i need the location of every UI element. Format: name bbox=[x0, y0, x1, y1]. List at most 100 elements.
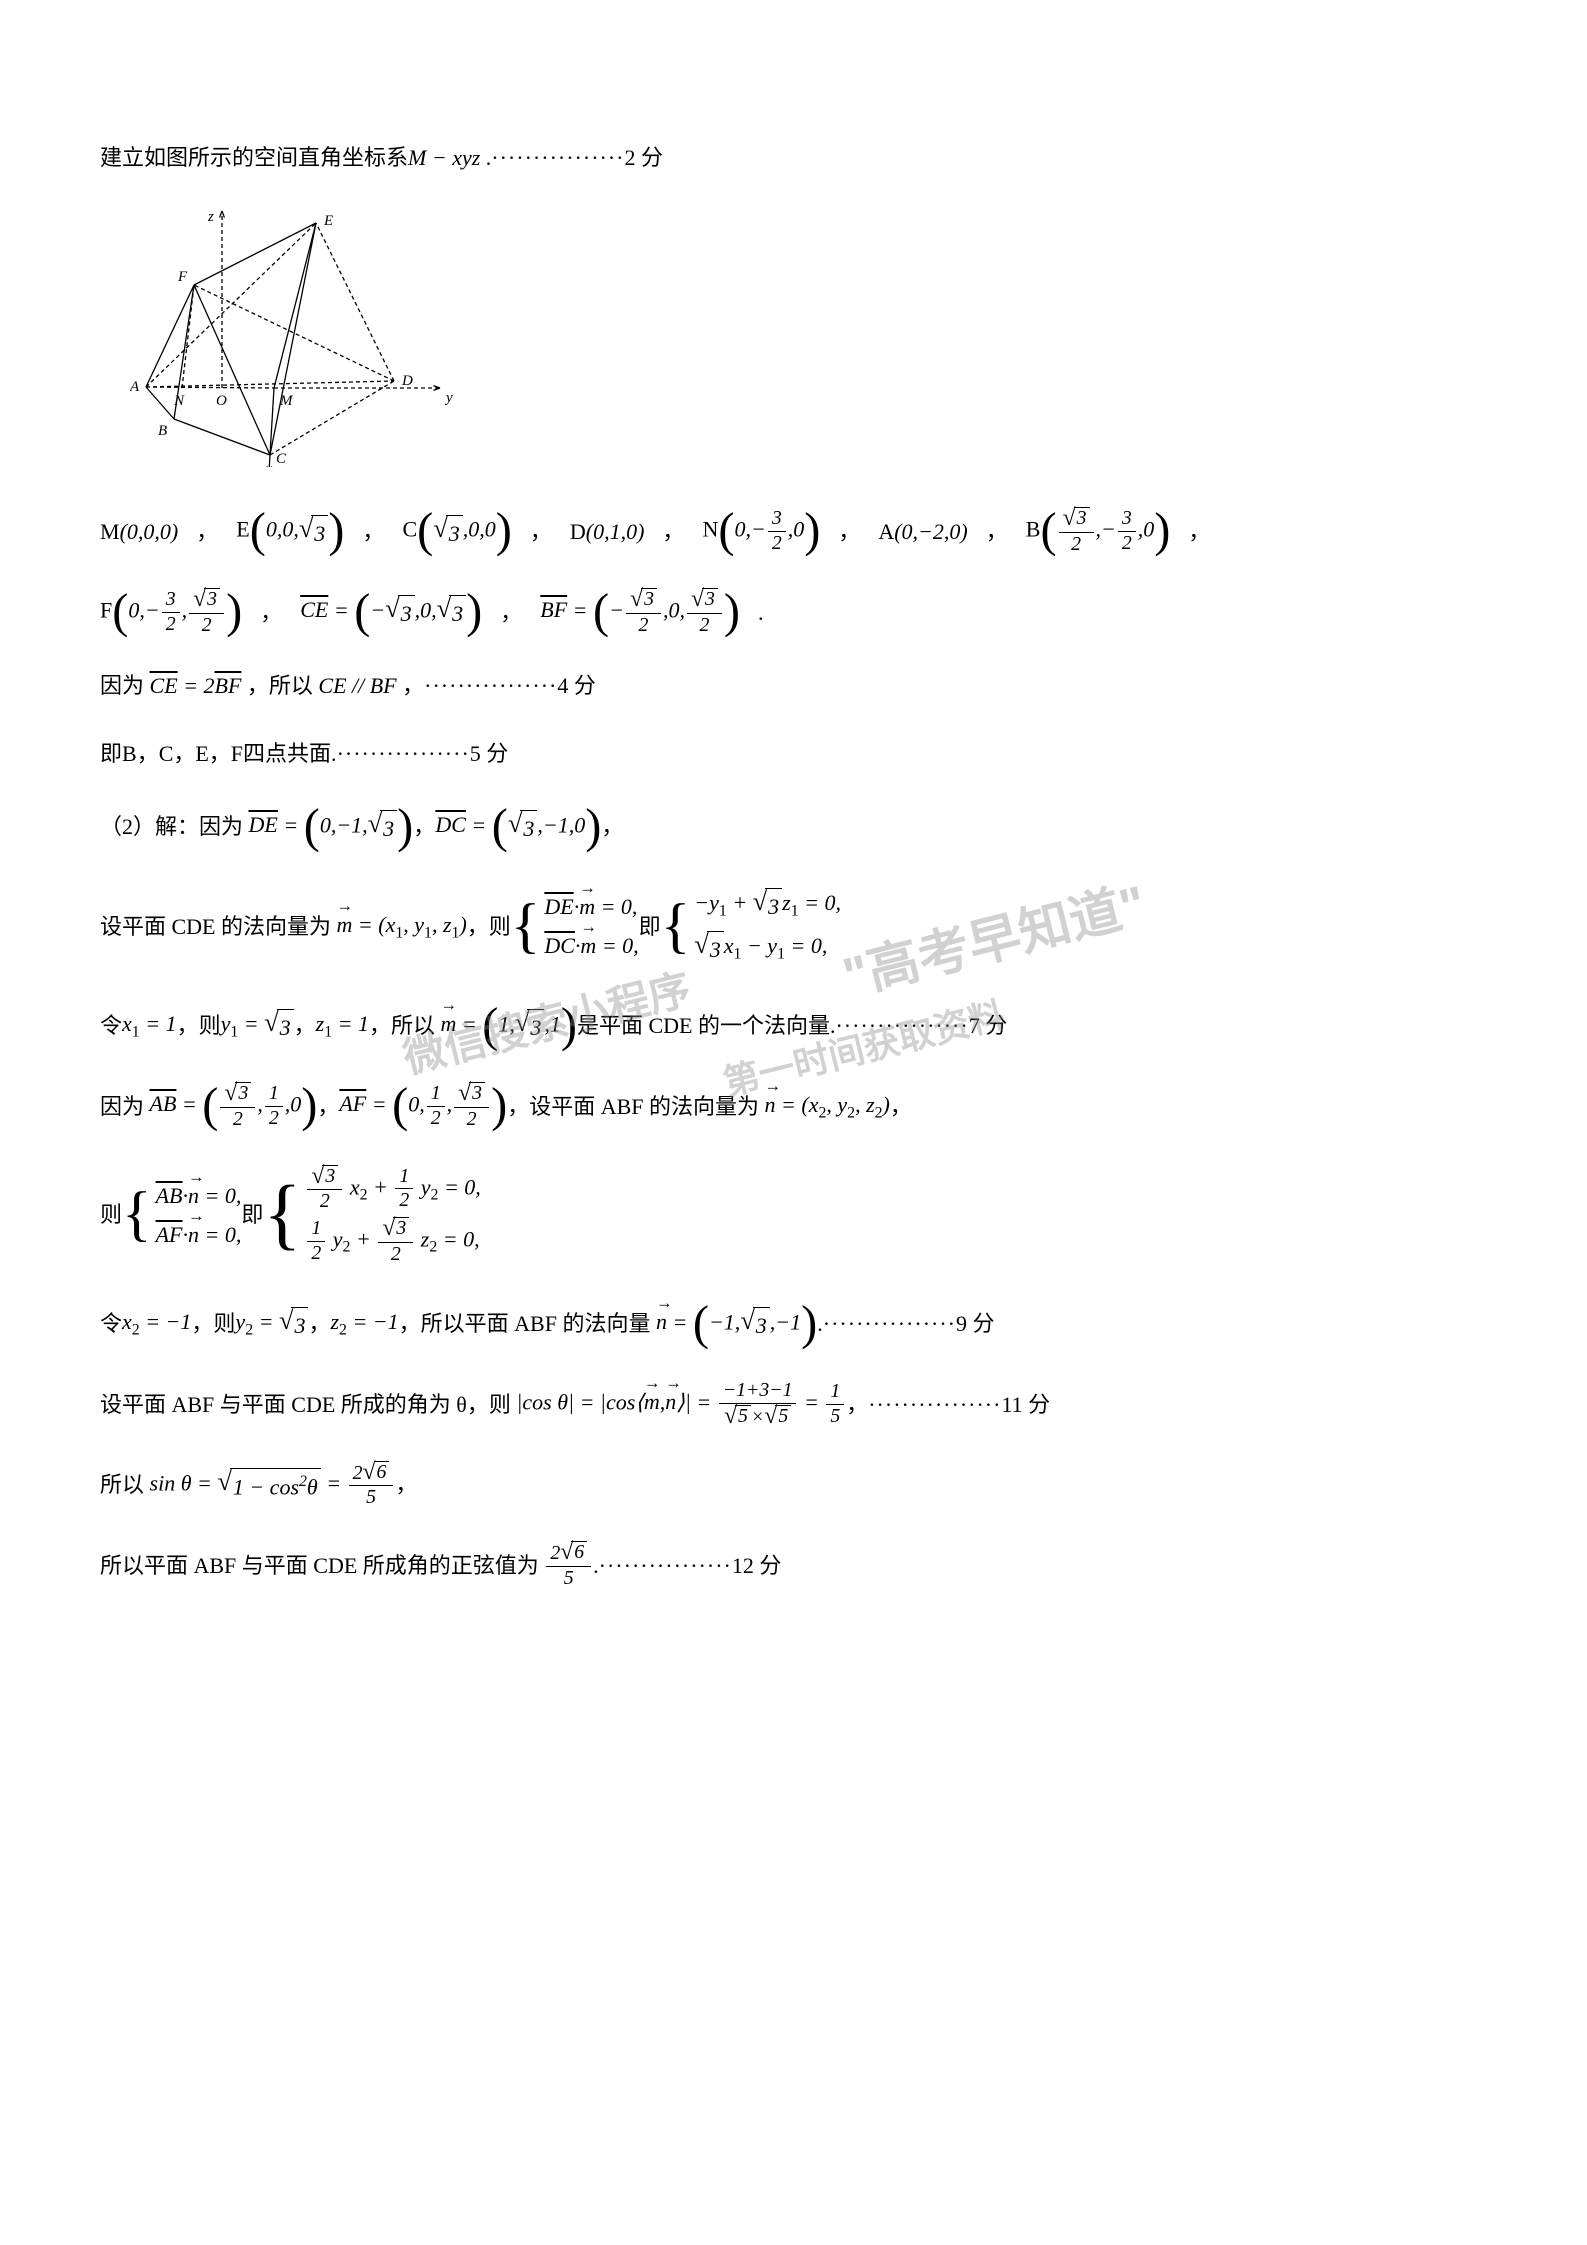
letx2-score: 9 分 bbox=[956, 1306, 995, 1341]
part2-header: （2）解：因为 bbox=[100, 809, 243, 844]
coordinates-line-2: F(0,−32,√32)， CE = (−√3,0,√3)， BF = (−√3… bbox=[100, 588, 1487, 637]
vec-BF: BF = (−√32,0,√32) bbox=[540, 588, 740, 637]
letx2-mid2: ， bbox=[308, 1306, 330, 1341]
coord-D: D(0,1,0) bbox=[570, 514, 645, 549]
coord-M: M(0,0,0) bbox=[100, 514, 178, 549]
z1-val: z1 = 1 bbox=[316, 1006, 369, 1045]
final-leader: ················ bbox=[599, 1548, 732, 1583]
letx2-mid3: ，所以平面 ABF 的法向量 bbox=[399, 1306, 651, 1341]
theta-line: 设平面 ABF 与平面 CDE 所成的角为 θ，则 |cos θ| = |cos… bbox=[100, 1380, 1487, 1429]
letx1-score: 7 分 bbox=[969, 1008, 1008, 1043]
letx1-leader: ················ bbox=[835, 1008, 968, 1043]
yinwei: 因为 bbox=[100, 1089, 144, 1124]
letx2-mid1: ，则 bbox=[191, 1306, 235, 1341]
final-pre: 所以平面 ABF 与平面 CDE 所成角的正弦值为 bbox=[100, 1548, 539, 1583]
coord-F: F(0,−32,√32) bbox=[100, 588, 242, 637]
letx1-mid1: ，则 bbox=[177, 1008, 221, 1043]
theta-eq: |cos θ| = |cos⟨m,n⟩| = −1+3−1√5×√5 = 15 bbox=[511, 1380, 846, 1429]
parallel-leader: ················ bbox=[424, 668, 557, 703]
final-line: 所以平面 ABF 与平面 CDE 所成角的正弦值为 2√65. ········… bbox=[100, 1541, 1487, 1590]
parallel-pre: 因为 bbox=[100, 668, 144, 703]
letx2-pre: 令 bbox=[100, 1306, 122, 1341]
y1-val: y1 = √3 bbox=[221, 1006, 294, 1045]
intro-dots: . bbox=[480, 140, 491, 175]
coord-N: N(0,−32,0) bbox=[702, 507, 820, 555]
intro-score: 2 分 bbox=[625, 140, 664, 175]
coplanar-leader: ················ bbox=[337, 736, 470, 771]
x2-val: x2 = −1 bbox=[122, 1304, 191, 1343]
z2-val: z2 = −1 bbox=[330, 1304, 398, 1343]
letx1-mid3: ，所以 bbox=[369, 1008, 435, 1043]
coord-C: C(√3,0,0) bbox=[402, 507, 511, 555]
let-x1-line: 令 x1 = 1 ，则 y1 = √3 ， z1 = 1 ，所以 m = (1,… bbox=[100, 1002, 1487, 1050]
sin-line: 所以 sin θ = √1 − cos2θ = 2√65， bbox=[100, 1461, 1487, 1510]
vec-DE: DE = (0,−1,√3) bbox=[243, 803, 413, 851]
coordinate-diagram: ABCDEFMNOyzx bbox=[130, 207, 1487, 477]
intro-text: 建立如图所示的空间直角坐标系 bbox=[100, 140, 408, 175]
coord-A: A(0,−2,0) bbox=[878, 514, 967, 549]
page-content: 建立如图所示的空间直角坐标系 M − xyz . ···············… bbox=[100, 140, 1487, 1590]
parallel-score: 4 分 bbox=[557, 668, 596, 703]
sys-abf-rhs: { √32 x2 + 12 y2 = 0, 12 y2 + √32 z2 = 0… bbox=[263, 1163, 480, 1268]
final-val: 2√65 bbox=[539, 1541, 593, 1590]
svg-text:y: y bbox=[444, 390, 453, 406]
coplanar-score: 5 分 bbox=[470, 736, 509, 771]
vec-CE: CE = (−√3,0,√3) bbox=[300, 588, 482, 636]
sys-cde-rhs: { −y1 + √3z1 = 0, √3x1 − y1 = 0, bbox=[661, 883, 841, 969]
sin-eq: sin θ = √1 − cos2θ = 2√65 bbox=[144, 1461, 395, 1510]
let-x2-line: 令 x2 = −1 ，则 y2 = √3 ， z2 = −1 ，所以平面 ABF… bbox=[100, 1300, 1487, 1348]
sys-abf-lhs: { AB·n = 0, AF·n = 0, bbox=[122, 1176, 241, 1254]
parallel-stmt: CE // BF bbox=[313, 668, 402, 703]
coplanar-line: 即 B，C，E，F 四点共面. ················ 5 分 bbox=[100, 736, 1487, 771]
diagram-svg: ABCDEFMNOyzx bbox=[130, 207, 470, 467]
parallel-line: 因为 CE = 2BF ，所以 CE // BF ， ·············… bbox=[100, 668, 1487, 703]
letx1-mid2: ， bbox=[294, 1008, 316, 1043]
theta-leader: ················ bbox=[868, 1387, 1001, 1422]
ze: 则 bbox=[100, 1197, 122, 1232]
svg-text:M: M bbox=[279, 393, 294, 409]
svg-text:E: E bbox=[323, 213, 333, 229]
x1-val: x1 = 1 bbox=[122, 1006, 177, 1045]
sin-pre: 所以 bbox=[100, 1467, 144, 1502]
coord-B: B(√32,−32,0) bbox=[1026, 507, 1171, 556]
vec-AB: AB = (√32,12,0) bbox=[144, 1082, 317, 1131]
svg-text:z: z bbox=[207, 209, 214, 225]
sys-cde-lhs: { DE·m = 0, DC·m = 0, bbox=[511, 887, 639, 965]
normal-cde-line: 设平面 CDE 的法向量为 m = (x1, y1, z1) ，则 { DE·m… bbox=[100, 883, 1487, 969]
ji-2: 即 bbox=[241, 1197, 263, 1232]
n-def: n = (x2, y2, z2) bbox=[759, 1087, 890, 1126]
svg-text:B: B bbox=[158, 423, 167, 439]
svg-text:A: A bbox=[130, 379, 140, 395]
coplanar-post: 四点共面. bbox=[243, 736, 337, 771]
ab-af-line: 因为 AB = (√32,12,0)， AF = (0,12,√32)， 设平面… bbox=[100, 1082, 1487, 1131]
svg-text:D: D bbox=[401, 373, 413, 389]
normal-abf-intro: 设平面 ABF 的法向量为 bbox=[529, 1089, 759, 1124]
sys-abf-line: 则 { AB·n = 0, AF·n = 0, 即 { √32 x2 + 12 … bbox=[100, 1163, 1487, 1268]
m-val: m = (1,√3,1) bbox=[435, 1002, 577, 1050]
coplanar-list: B，C，E，F bbox=[122, 736, 243, 771]
letx1-post: 是平面 CDE 的一个法向量. bbox=[577, 1008, 836, 1043]
svg-text:N: N bbox=[173, 393, 185, 409]
theta-score: 11 分 bbox=[1001, 1387, 1050, 1422]
intro-leader: ················ bbox=[491, 140, 624, 175]
letx2-leader: ················ bbox=[823, 1306, 956, 1341]
ji-1: 即 bbox=[639, 909, 661, 944]
parallel-comma: ， bbox=[402, 668, 424, 703]
svg-text:O: O bbox=[216, 393, 227, 409]
theta-pre: 设平面 ABF 与平面 CDE 所成的角为 θ，则 bbox=[100, 1387, 511, 1422]
n-val: n = (−1,√3,−1) bbox=[650, 1300, 817, 1348]
final-score: 12 分 bbox=[732, 1548, 782, 1583]
coplanar-pre: 即 bbox=[100, 736, 122, 771]
intro-math: M − xyz bbox=[408, 140, 480, 175]
normal-cde-intro: 设平面 CDE 的法向量为 bbox=[100, 909, 331, 944]
letx1-pre: 令 bbox=[100, 1008, 122, 1043]
svg-text:C: C bbox=[276, 451, 287, 467]
parallel-mid: ，所以 bbox=[247, 668, 313, 703]
vec-AF: AF = (0,12,√32) bbox=[339, 1082, 507, 1131]
svg-text:F: F bbox=[177, 269, 188, 285]
intro-line: 建立如图所示的空间直角坐标系 M − xyz . ···············… bbox=[100, 140, 1487, 175]
y2-val: y2 = √3 bbox=[235, 1304, 308, 1343]
vec-DC: DC = (√3,−1,0) bbox=[435, 803, 601, 851]
coordinates-line-1: M(0,0,0)， E(0,0,√3)， C(√3,0,0)， D(0,1,0)… bbox=[100, 507, 1487, 556]
m-def: m = (x1, y1, z1) bbox=[331, 907, 467, 946]
